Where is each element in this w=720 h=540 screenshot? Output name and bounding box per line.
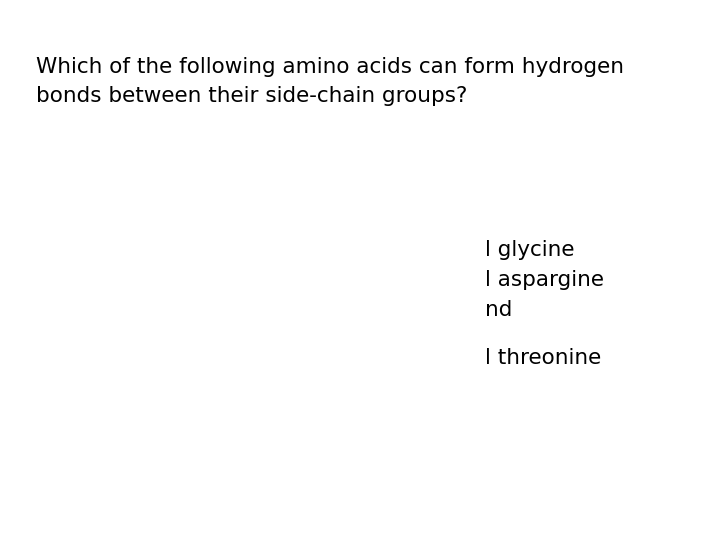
Text: l glycine: l glycine	[485, 240, 574, 260]
Text: l threonine: l threonine	[485, 348, 601, 368]
Text: l aspargine: l aspargine	[485, 270, 603, 290]
Text: nd: nd	[485, 300, 512, 320]
Text: bonds between their side-chain groups?: bonds between their side-chain groups?	[36, 86, 467, 106]
Text: Which of the following amino acids can form hydrogen: Which of the following amino acids can f…	[36, 57, 624, 77]
